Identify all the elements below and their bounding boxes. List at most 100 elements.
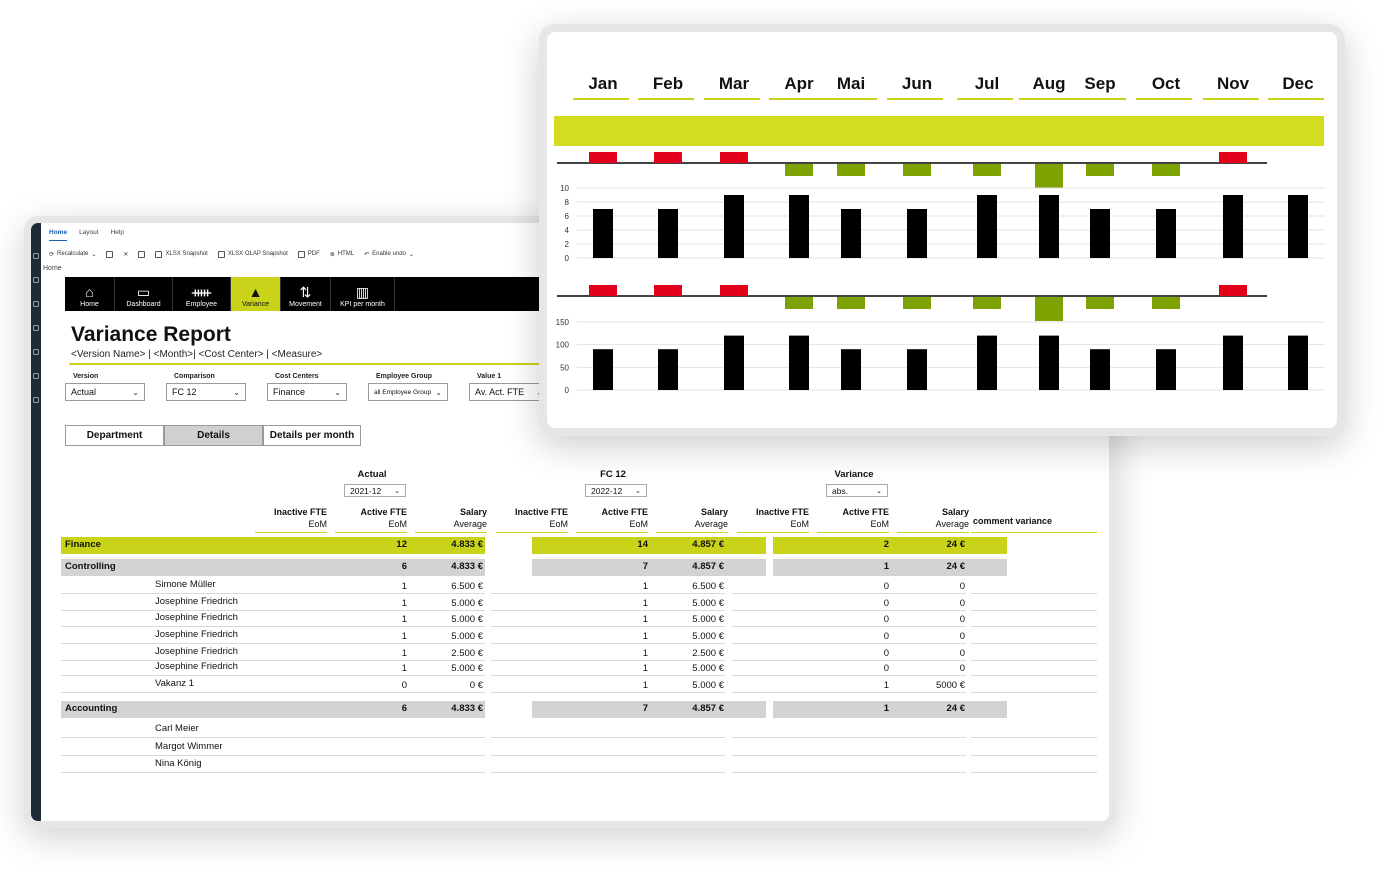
menu-tab-help[interactable]: Help [110, 229, 124, 236]
enable-undo-button[interactable]: ↶ Enable undo ⌄ [364, 251, 414, 258]
row-divider [971, 610, 1097, 611]
employee-group-select[interactable]: all Employee Group ⌄ [368, 383, 448, 401]
nav-employee[interactable]: ᚔ Employee [173, 277, 231, 311]
filter-label: Value 1 [477, 373, 502, 380]
comparison-select[interactable]: FC 12 ⌄ [166, 383, 246, 401]
menu-tab-home[interactable]: Home [49, 229, 68, 241]
table-icon [155, 250, 163, 258]
column-header-top: Salary [459, 507, 487, 517]
group-title: Variance [834, 469, 874, 480]
xlsx-snapshot-button[interactable]: XLSX Snapshot [155, 250, 208, 258]
table-cell: 1 [642, 648, 648, 659]
column-header-top: Inactive FTE [514, 507, 568, 517]
table-cell: 1 [883, 703, 889, 714]
recalculate-button[interactable]: ⟳ Recalculate ⌄ [49, 251, 96, 258]
row-divider [971, 675, 1097, 676]
rail-icon[interactable] [33, 349, 39, 355]
version-select[interactable]: Actual ⌄ [65, 383, 145, 401]
bar [658, 209, 678, 258]
cut-button[interactable]: ✕ [123, 251, 128, 258]
month-label: Jun [901, 74, 933, 93]
bar [1090, 209, 1110, 258]
rail-icon[interactable] [33, 301, 39, 307]
xlsx-snapshot-label: XLSX Snapshot [165, 251, 208, 257]
table-cell: 0 [883, 648, 889, 659]
tab-details-per-month[interactable]: Details per month [263, 425, 361, 446]
paste-button[interactable] [138, 250, 146, 258]
month-underline [704, 98, 760, 100]
header-underline [496, 532, 568, 533]
nav-dashboard[interactable]: ▭ Dashboard [115, 277, 173, 311]
row-divider [732, 755, 966, 756]
table-cell: 1 [401, 598, 407, 609]
row-divider [61, 772, 485, 773]
tab-department[interactable]: Department [65, 425, 164, 446]
row-divider [61, 660, 485, 661]
xlsx-olap-snapshot-button[interactable]: XLSX OLAP Snapshot [217, 250, 288, 258]
table-cell: 1 [642, 663, 648, 674]
nav-home[interactable]: ⌂ Home [65, 277, 115, 311]
table-icon [217, 250, 225, 258]
row-band [773, 537, 1007, 554]
pdf-button[interactable]: PDF [297, 250, 320, 258]
y-tick-label: 150 [556, 318, 570, 327]
employee-icon: ᚔ [191, 284, 212, 300]
table-cell: 5000 € [935, 680, 965, 691]
header-underline [255, 532, 327, 533]
nav-movement[interactable]: ⇅ Movement [281, 277, 331, 311]
group-period-select[interactable]: 2021-12 ⌄ [344, 484, 406, 497]
nav-label: Movement [289, 301, 322, 308]
y-tick-label: 0 [565, 386, 570, 395]
y-tick-label: 100 [556, 341, 570, 350]
month-underline [1203, 98, 1259, 100]
table-cell: 4.857 € [692, 561, 724, 572]
table-cell: 5.000 € [692, 631, 724, 642]
bar [1039, 195, 1059, 258]
select-value: Finance [273, 387, 306, 397]
rail-icon[interactable] [33, 325, 39, 331]
negative-variance-bar [589, 285, 617, 296]
nav-kpi[interactable]: ▥ KPI per month [331, 277, 395, 311]
group-period-select[interactable]: 2022-12 ⌄ [585, 484, 647, 497]
row-divider [491, 593, 725, 594]
employee-name: Vakanz 1 [155, 678, 194, 689]
row-band [61, 559, 485, 576]
filter-value1: Value 1 Av. Act. FTE⌄ [469, 369, 549, 401]
month-underline [1019, 98, 1075, 100]
table-cell: 5.000 € [451, 598, 483, 609]
menu-tab-layout[interactable]: Layout [79, 229, 99, 236]
group-period-select[interactable]: abs. ⌄ [826, 484, 888, 497]
select-value: FC 12 [172, 387, 197, 397]
table-cell: 7 [642, 703, 648, 714]
table-cell: 7 [642, 561, 648, 572]
employee-name: Josephine Friedrich [155, 629, 238, 640]
row-band [773, 701, 1007, 718]
table-cell: 2 [883, 539, 889, 550]
globe-icon: ⊕ [329, 251, 335, 258]
column-header-bottom: EoM [790, 519, 809, 529]
month-label: Aug [1032, 74, 1066, 93]
copy-button[interactable] [106, 250, 114, 258]
cost-centers-select[interactable]: Finance ⌄ [267, 383, 347, 401]
y-tick-label: 4 [565, 226, 570, 235]
tab-details[interactable]: Details [164, 425, 263, 446]
nav-variance[interactable]: ▲ Variance [231, 277, 281, 311]
rail-icon[interactable] [33, 253, 39, 259]
filter-label: Comparison [174, 373, 215, 380]
positive-variance-bar [973, 164, 1001, 176]
html-button[interactable]: ⊕ HTML [330, 251, 354, 258]
table-cell: 1 [401, 614, 407, 625]
view-tabs: Department Details Details per month [65, 425, 361, 446]
column-header-top: Active FTE [601, 507, 648, 517]
breadcrumb[interactable]: Home [43, 265, 62, 272]
value1-select[interactable]: Av. Act. FTE⌄ [469, 383, 549, 401]
filter-label: Version [73, 373, 99, 380]
select-value: abs. [832, 485, 849, 496]
month-label: Sep [1084, 74, 1116, 93]
select-value: all Employee Group [374, 388, 432, 396]
rail-icon[interactable] [33, 277, 39, 283]
y-tick-label: 10 [560, 184, 569, 193]
rail-icon[interactable] [33, 373, 39, 379]
rail-icon[interactable] [33, 397, 39, 403]
table-cell: 1 [642, 631, 648, 642]
